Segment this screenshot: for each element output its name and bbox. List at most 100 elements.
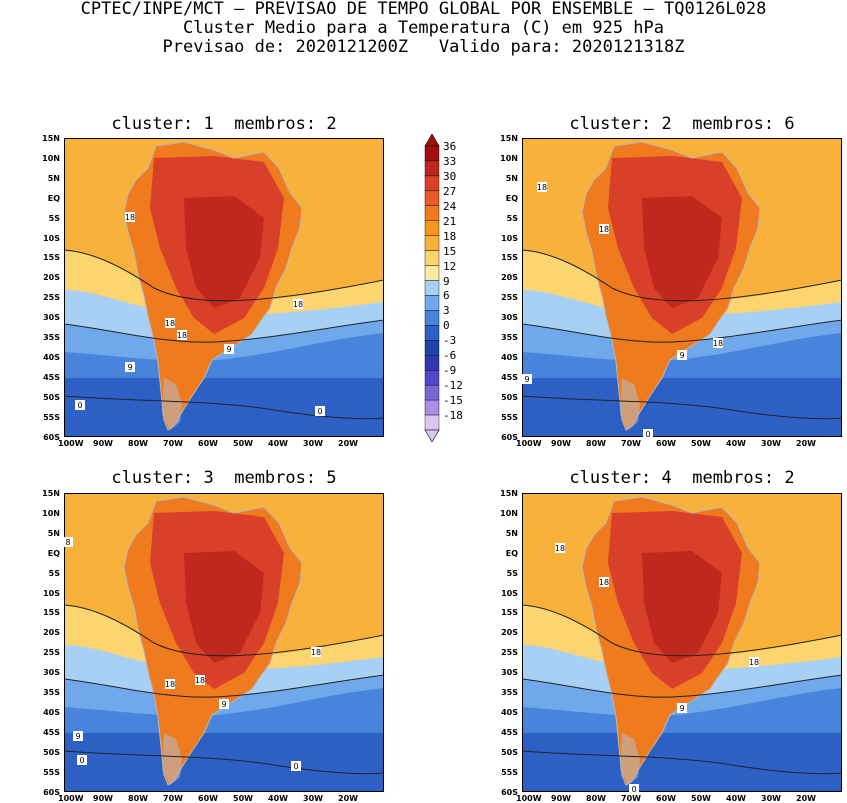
- lat-tick-label: 5N: [47, 528, 60, 538]
- lon-tick-label: 60W: [198, 439, 218, 448]
- lat-tick-label: 45S: [501, 372, 518, 382]
- lon-tick-label: 90W: [93, 794, 113, 803]
- colorbar-label: 33: [443, 154, 457, 168]
- lat-tick-label: 10S: [43, 233, 60, 243]
- colorbar-label: -9: [443, 364, 457, 378]
- lat-tick-label: 15S: [43, 608, 60, 618]
- lat-tick-label: 35S: [501, 333, 518, 342]
- lon-tick-label: 80W: [586, 439, 606, 448]
- lat-tick-label: 35S: [501, 688, 518, 697]
- contour-label: 8: [65, 538, 70, 547]
- contour-label: 18: [311, 648, 321, 657]
- patagonia: [620, 733, 640, 785]
- lat-tick-label: 35S: [43, 688, 60, 697]
- lon-tick-label: 20W: [796, 439, 816, 448]
- lat-tick-label: 20S: [43, 628, 60, 638]
- map-frame: [522, 493, 842, 792]
- colorbar-label: 6: [443, 289, 450, 303]
- colorbar-swatch: [424, 205, 440, 221]
- forecast-dates: Previsao de: 2020121200Z Valido para: 20…: [162, 37, 685, 57]
- contour-label-box: [77, 755, 87, 765]
- contour-label: 18: [713, 339, 723, 348]
- lon-tick-label: 60W: [198, 794, 218, 803]
- lon-tick-label: 80W: [586, 794, 606, 803]
- colorbar-label: 12: [443, 259, 457, 273]
- lat-tick-label: 15N: [500, 134, 518, 143]
- contour-label: 0: [631, 785, 636, 792]
- lat-tick-label: 10S: [501, 233, 518, 243]
- lat-tick-label: 15N: [42, 489, 60, 498]
- contour-label-box: [555, 543, 565, 553]
- colorbar-label: -3: [443, 334, 457, 348]
- lat-tick-label: 50S: [501, 392, 518, 402]
- panel-3-title: cluster: 3 membros: 5: [111, 468, 337, 488]
- lon-tick-label: 20W: [796, 794, 816, 803]
- contour-9: [64, 319, 384, 343]
- lat-tick-label: 15S: [501, 253, 518, 263]
- lat-tick-label: 5S: [48, 568, 60, 578]
- lat-tick-label: 30S: [501, 668, 518, 678]
- lat-tick-label: 35S: [43, 333, 60, 342]
- lat-tick-label: 15N: [42, 134, 60, 143]
- contour-label-box: [165, 318, 175, 328]
- coastline: [123, 496, 303, 786]
- very-hot-zone: [184, 551, 264, 663]
- contour-label: 0: [317, 407, 322, 416]
- lon-tick-label: 100W: [516, 439, 542, 448]
- lat-tick-label: 60S: [501, 787, 518, 797]
- contour-label-box: [311, 647, 321, 657]
- colorbar-label: -18: [443, 409, 463, 423]
- colorbar-label: 9: [443, 274, 450, 288]
- contour-label: 9: [127, 363, 132, 372]
- contour-label: 18: [165, 319, 175, 328]
- contour-label: 18: [537, 183, 547, 192]
- lat-tick-label: 50S: [43, 392, 60, 402]
- lon-tick-label: 30W: [303, 439, 323, 448]
- contour-9: [522, 674, 842, 698]
- panel-2-title: cluster: 2 membros: 6: [569, 114, 795, 134]
- lon-tick-label: 70W: [163, 794, 183, 803]
- lat-tick-label: 55S: [501, 412, 518, 422]
- contour-label: 9: [221, 700, 226, 709]
- colorbar-label: -12: [443, 379, 463, 393]
- lat-tick-label: 55S: [43, 767, 60, 777]
- contour-label-box: [291, 761, 301, 771]
- temperature-band: [64, 378, 384, 437]
- lat-tick-label: 30S: [43, 668, 60, 678]
- lat-tick-label: 40S: [43, 707, 60, 717]
- colorbar-swatch: [424, 370, 440, 386]
- lat-tick-label: 10S: [501, 588, 518, 598]
- contour-label: 9: [679, 351, 684, 360]
- contour-0: [522, 750, 842, 775]
- lat-tick-label: 55S: [501, 767, 518, 777]
- colorbar-swatch: [424, 175, 440, 192]
- lat-tick-label: 30S: [501, 313, 518, 323]
- contour-label-box: [537, 182, 547, 192]
- contour-9: [64, 674, 384, 698]
- contour-label-box: [643, 429, 653, 437]
- very-hot-zone: [184, 196, 264, 308]
- temperature-band: [64, 733, 384, 792]
- contour-label: 18: [165, 680, 175, 689]
- lat-tick-label: 45S: [501, 727, 518, 737]
- temperature-band: [522, 733, 842, 792]
- map-frame: [522, 138, 842, 437]
- contour-label: 18: [195, 676, 205, 685]
- lon-tick-label: 100W: [58, 439, 84, 448]
- lat-tick-label: EQ: [505, 548, 518, 558]
- lat-tick-label: 45S: [43, 727, 60, 737]
- colorbar-label: 3: [443, 304, 450, 318]
- contour-label-box: [599, 577, 609, 587]
- contour-0: [64, 395, 384, 420]
- lat-tick-label: 60S: [43, 432, 60, 442]
- map-frame: [64, 493, 384, 792]
- lon-tick-label: 30W: [303, 794, 323, 803]
- lat-tick-label: 15N: [500, 489, 518, 498]
- contour-label-box: [165, 679, 175, 689]
- main-title: CPTEC/INPE/MCT – PREVISAO DE TEMPO GLOBA…: [80, 0, 767, 19]
- map-panel-3: 8 18 18 18 9 9 0 0: [64, 493, 384, 792]
- contour-label: 9: [679, 704, 684, 713]
- lat-tick-label: 10N: [42, 508, 60, 518]
- lon-tick-label: 90W: [551, 439, 571, 448]
